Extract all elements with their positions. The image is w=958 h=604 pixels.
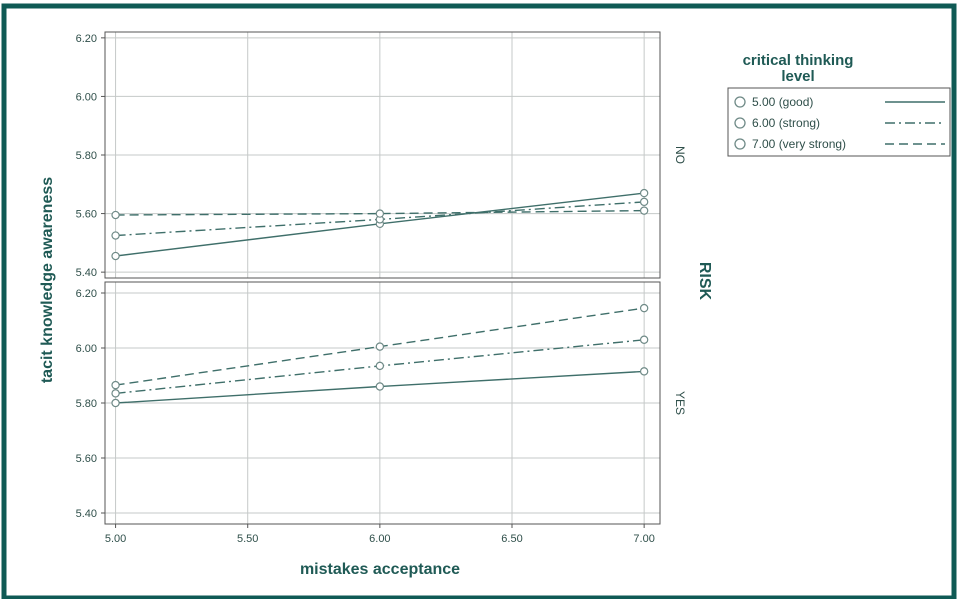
- data-point: [639, 206, 649, 215]
- y-tick-label: 5.40: [76, 508, 97, 520]
- y-tick-label: 5.80: [76, 150, 97, 162]
- data-point: [111, 251, 120, 261]
- data-point: [375, 382, 385, 391]
- legend-title: level: [781, 68, 814, 85]
- data-point: [111, 389, 120, 398]
- legend-label: 5.00 (good): [752, 95, 813, 109]
- y-tick-label: 5.60: [76, 209, 97, 221]
- x-tick-label: 6.00: [369, 533, 390, 545]
- data-point: [111, 231, 120, 240]
- legend-marker: [734, 117, 746, 129]
- y-tick-label: 6.00: [76, 91, 97, 103]
- facet-title: RISK: [696, 262, 713, 301]
- data-point: [375, 361, 385, 371]
- data-point: [111, 398, 120, 408]
- data-point: [111, 210, 120, 220]
- x-tick-label: 5.00: [105, 533, 126, 545]
- y-axis-title: tacit knowledge awareness: [39, 177, 56, 383]
- facet-label: YES: [673, 391, 687, 415]
- x-tick-label: 7.00: [633, 533, 654, 545]
- y-tick-label: 5.80: [76, 398, 97, 410]
- legend-marker: [734, 138, 746, 150]
- data-point: [639, 197, 649, 207]
- y-tick-label: 6.00: [76, 343, 97, 355]
- legend-title: critical thinking: [743, 52, 854, 69]
- data-point: [375, 342, 385, 351]
- panel-frame: [104, 281, 661, 525]
- facet-label: NO: [673, 146, 687, 164]
- legend-label: 6.00 (strong): [752, 116, 820, 130]
- x-axis-title: mistakes acceptance: [300, 561, 460, 578]
- x-tick-label: 6.50: [501, 533, 522, 545]
- y-tick-label: 6.20: [76, 33, 97, 45]
- panel-frame: [104, 31, 661, 279]
- legend-label: 7.00 (very strong): [752, 137, 846, 151]
- y-tick-label: 5.40: [76, 267, 97, 279]
- data-point: [111, 380, 120, 390]
- data-point: [639, 367, 649, 376]
- x-tick-label: 5.50: [237, 533, 258, 545]
- legend-marker: [734, 96, 746, 108]
- series-line: [115, 209, 645, 216]
- data-point: [639, 303, 649, 313]
- data-point: [639, 335, 649, 344]
- y-tick-label: 5.60: [76, 453, 97, 465]
- data-point: [639, 188, 649, 198]
- data-point: [375, 209, 385, 218]
- y-tick-label: 6.20: [76, 288, 97, 300]
- outer-border: [1, 3, 957, 601]
